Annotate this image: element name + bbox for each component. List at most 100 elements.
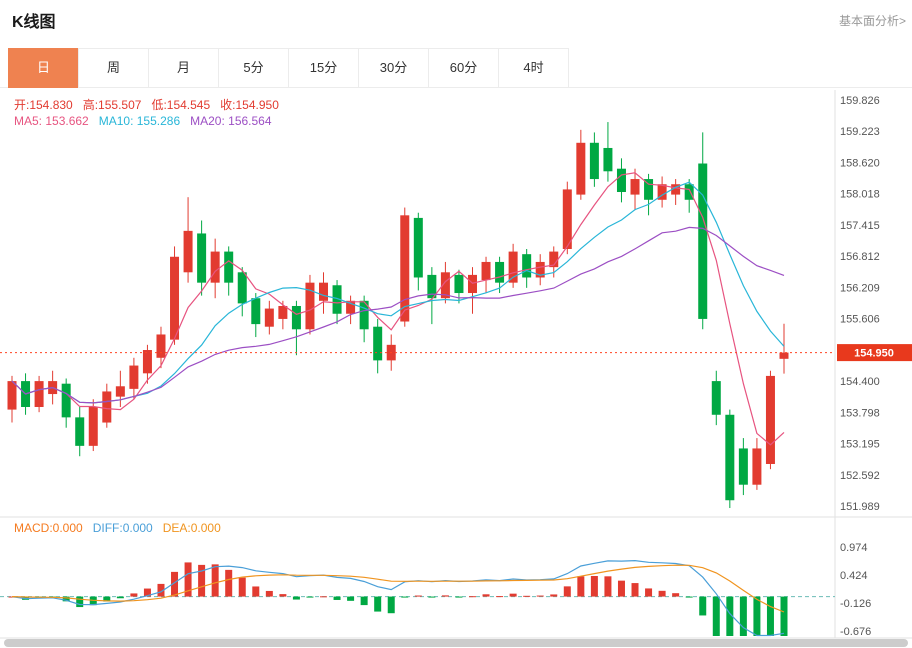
candle [765, 370, 775, 470]
price-axis-label: 155.606 [840, 314, 880, 326]
candle [440, 261, 450, 304]
macd-bar [590, 575, 598, 597]
candle [562, 181, 572, 255]
candle [467, 267, 477, 314]
macd-bar [184, 562, 192, 597]
macd-bar [306, 596, 314, 598]
macd-bar [441, 595, 449, 597]
candle [738, 438, 748, 496]
candle [251, 293, 261, 338]
macd-bar [225, 569, 233, 597]
macd-bar [347, 596, 355, 601]
candle [142, 344, 152, 384]
price-axis-label: 153.798 [840, 407, 880, 419]
candle [576, 129, 586, 200]
dea-line [11, 564, 785, 613]
macd-bar [333, 596, 341, 600]
macd-bar [279, 594, 287, 597]
candle [427, 267, 437, 325]
candle [75, 406, 85, 457]
candle [61, 378, 71, 428]
candle [671, 179, 681, 205]
tab-30min[interactable]: 30分 [358, 48, 429, 88]
price-axis-label: 151.989 [840, 501, 880, 513]
candle [508, 243, 518, 288]
candle [197, 220, 207, 296]
macd-bar [414, 595, 422, 597]
ma5-line [11, 172, 785, 446]
macd-bar [157, 583, 165, 597]
fundamental-analysis-link[interactable]: 基本面分析> [838, 14, 906, 28]
macd-bar [550, 594, 558, 597]
candle [535, 254, 545, 286]
price-axis-label: 159.223 [840, 126, 880, 138]
ma10-line [11, 181, 785, 404]
tab-15min[interactable]: 15分 [288, 48, 359, 88]
macd-bar [130, 593, 138, 597]
macd-bar [685, 596, 693, 598]
macd-bar [198, 564, 206, 597]
candle [711, 370, 721, 426]
macd-bar [753, 596, 761, 636]
macd-bar [455, 596, 463, 598]
macd-bar [658, 590, 666, 597]
macd-bar [523, 595, 531, 597]
candle [603, 122, 613, 182]
candle [522, 248, 532, 288]
macd-bar [631, 583, 639, 597]
macd-bar [577, 576, 585, 597]
macd-bar [766, 596, 774, 636]
chart-scrollbar[interactable] [4, 639, 908, 647]
page-title: K线图 [12, 14, 56, 31]
candle [34, 375, 44, 413]
candle [319, 272, 329, 314]
candle [481, 256, 491, 294]
price-axis-label: 153.195 [840, 439, 880, 451]
candle [413, 212, 423, 291]
candle [88, 399, 98, 452]
macd-bar [496, 596, 504, 598]
macd-bar [292, 596, 300, 600]
tab-5min[interactable]: 5分 [218, 48, 289, 88]
macd-bar [712, 596, 720, 636]
candle [224, 246, 234, 296]
tab-4hour[interactable]: 4时 [498, 48, 569, 88]
candle [332, 280, 342, 325]
candle [115, 370, 125, 407]
current-price-tag: 154.950 [837, 344, 912, 362]
price-axis-label: 152.592 [840, 470, 880, 482]
candlestick-chart[interactable]: 159.826 159.223 158.620 158.018 157.415 156.8… [0, 90, 912, 648]
candle [698, 132, 708, 330]
candle [170, 246, 180, 345]
macd-histogram [8, 562, 788, 636]
candle [210, 238, 220, 299]
macd-bar [116, 596, 124, 599]
price-axis-label: 157.415 [840, 220, 880, 232]
candle [237, 267, 247, 317]
macd-bar [780, 596, 788, 636]
diff-line [11, 559, 785, 637]
price-axis-label: 158.620 [840, 157, 880, 169]
macd-bar [238, 577, 246, 597]
macd-bar [468, 596, 476, 598]
tab-week[interactable]: 周 [78, 48, 149, 88]
tab-month[interactable]: 月 [148, 48, 219, 88]
candle [102, 383, 112, 428]
price-axis-label: 156.812 [840, 251, 880, 263]
macd-bar [509, 593, 517, 597]
candle [495, 256, 505, 294]
tab-60min[interactable]: 60分 [428, 48, 499, 88]
candle [183, 197, 193, 283]
macd-bar [171, 571, 179, 597]
macd-bar [387, 596, 395, 614]
macd-axis-label: 0.424 [840, 570, 868, 582]
candle [752, 438, 762, 490]
macd-axis-label: -0.676 [840, 626, 871, 638]
macd-bar [211, 564, 219, 597]
tab-day[interactable]: 日 [8, 48, 79, 88]
candle [129, 357, 139, 400]
candle [291, 300, 301, 356]
candle [7, 375, 17, 423]
candle [264, 300, 274, 335]
